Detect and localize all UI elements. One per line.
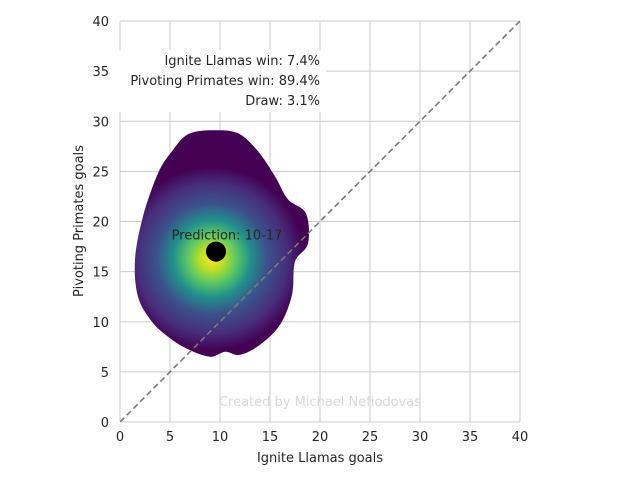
y-tick-label-4: 20 (92, 216, 109, 231)
x-tick-label-5: 25 (362, 430, 379, 445)
y-tick-label-5: 25 (92, 165, 109, 180)
tick-labels: 0 5 10 15 20 25 30 35 40 0 5 10 15 20 25 30 35 40 (92, 15, 528, 445)
y-tick-label-7: 35 (92, 65, 109, 80)
x-axis-label: Ignite Llamas goals (257, 451, 383, 466)
x-tick-label-1: 5 (166, 430, 174, 445)
watermark: Created by Michael Nefiodovas (219, 395, 421, 410)
y-tick-label-8: 40 (92, 15, 109, 30)
draw-text: Draw: 3.1% (245, 94, 320, 109)
prediction-label: Prediction: 10-17 (172, 229, 283, 244)
x-tick-label-7: 35 (462, 430, 479, 445)
x-tick-label-3: 15 (262, 430, 279, 445)
y-tick-label-1: 5 (101, 366, 109, 381)
prediction-point (206, 241, 226, 262)
team2-win-text: Pivoting Primates win: 89.4% (130, 74, 320, 89)
x-tick-label-4: 20 (312, 430, 329, 445)
win-probability-background (114, 50, 326, 112)
x-tick-label-0: 0 (116, 430, 124, 445)
y-tick-label-3: 15 (92, 266, 109, 281)
win-probability-box: Ignite Llamas win: 7.4% Pivoting Primate… (114, 50, 326, 112)
y-axis-label: Pivoting Primates goals (72, 145, 87, 297)
x-tick-label-2: 10 (212, 430, 229, 445)
x-tick-label-6: 30 (412, 430, 429, 445)
prediction-layer: Prediction: 10-17 (172, 229, 283, 262)
x-tick-label-8: 40 (512, 430, 529, 445)
y-tick-label-2: 10 (92, 316, 109, 331)
y-tick-label-0: 0 (101, 416, 109, 431)
y-tick-label-6: 30 (92, 115, 109, 130)
team1-win-text: Ignite Llamas win: 7.4% (164, 54, 320, 69)
